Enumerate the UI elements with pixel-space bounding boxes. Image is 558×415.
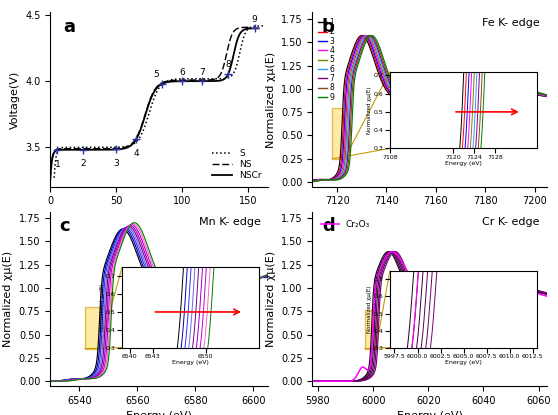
Text: 2: 2 bbox=[80, 159, 86, 168]
Text: 3: 3 bbox=[113, 159, 119, 168]
Text: 4: 4 bbox=[133, 149, 139, 158]
Bar bbox=[332, 107, 344, 159]
Y-axis label: Voltage(V): Voltage(V) bbox=[9, 71, 20, 129]
Legend: 1, 2, 3, 4, 5, 6, 7, 8, 9: 1, 2, 3, 4, 5, 6, 7, 8, 9 bbox=[316, 16, 336, 103]
Legend: Cr₂O₃: Cr₂O₃ bbox=[317, 216, 374, 232]
Bar bbox=[365, 310, 376, 349]
X-axis label: Capacity(mAh/g): Capacity(mAh/g) bbox=[112, 212, 206, 222]
X-axis label: Energy (eV): Energy (eV) bbox=[397, 212, 463, 222]
X-axis label: Energy (eV): Energy (eV) bbox=[126, 411, 192, 415]
Text: a: a bbox=[63, 18, 75, 36]
X-axis label: Energy (eV): Energy (eV) bbox=[397, 411, 463, 415]
Text: 1: 1 bbox=[55, 160, 61, 168]
Text: Fe K- edge: Fe K- edge bbox=[482, 18, 540, 28]
Text: Cr K- edge: Cr K- edge bbox=[482, 217, 540, 227]
Text: 9: 9 bbox=[252, 15, 258, 24]
Text: c: c bbox=[59, 217, 70, 235]
Legend: S, NS, NSCr: S, NS, NSCr bbox=[210, 147, 263, 182]
Y-axis label: Normalized χμ(E): Normalized χμ(E) bbox=[3, 251, 13, 347]
Text: 7: 7 bbox=[199, 68, 205, 76]
Bar bbox=[85, 307, 99, 349]
Text: 8: 8 bbox=[225, 60, 231, 69]
Text: b: b bbox=[322, 18, 335, 36]
Y-axis label: Normalized χμ(E): Normalized χμ(E) bbox=[266, 251, 276, 347]
Text: 5: 5 bbox=[153, 70, 158, 79]
Text: d: d bbox=[322, 217, 335, 235]
Text: 6: 6 bbox=[179, 68, 185, 77]
Text: Mn K- edge: Mn K- edge bbox=[199, 217, 261, 227]
Y-axis label: Normalized χμ(E): Normalized χμ(E) bbox=[266, 51, 276, 148]
